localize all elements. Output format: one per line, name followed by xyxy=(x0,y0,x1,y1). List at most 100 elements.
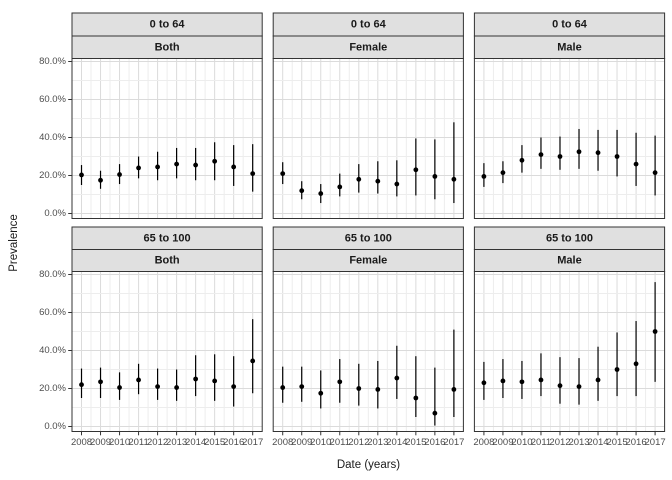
y-tick-label: 60.0% xyxy=(39,94,66,105)
point-estimate xyxy=(318,191,324,196)
point-estimate xyxy=(174,385,180,390)
point-estimate xyxy=(451,387,457,392)
point-estimate xyxy=(652,329,658,334)
point-estimate xyxy=(231,164,237,170)
x-tick-label: 2014 xyxy=(386,437,407,448)
point-estimate xyxy=(136,377,141,383)
point-estimate xyxy=(136,165,141,171)
point-estimate xyxy=(652,170,658,176)
x-tick-label: 2010 xyxy=(109,437,130,448)
panel-border xyxy=(272,271,464,432)
point-estimate xyxy=(538,152,544,158)
point-estimate xyxy=(356,386,362,391)
point-estimate xyxy=(595,150,601,156)
x-tick-label: 2015 xyxy=(405,437,426,448)
x-tick-label: 2010 xyxy=(310,437,331,448)
facet-strip-sex-label: Female xyxy=(349,41,387,53)
point-estimate xyxy=(576,149,582,155)
point-estimate xyxy=(394,375,400,381)
point-estimate xyxy=(337,184,343,190)
x-tick-label: 2016 xyxy=(625,437,646,448)
point-estimate xyxy=(174,161,180,167)
x-tick-label: 2013 xyxy=(166,437,187,448)
point-estimate xyxy=(481,174,487,179)
point-estimate xyxy=(231,384,237,389)
point-estimate xyxy=(117,385,122,390)
x-tick-label: 2016 xyxy=(223,437,244,448)
facet-strip-age-label: 65 to 100 xyxy=(345,232,392,244)
point-estimate xyxy=(519,379,525,385)
panel-border xyxy=(272,58,464,219)
x-tick-label: 2015 xyxy=(204,437,225,448)
x-tick-label: 2009 xyxy=(492,437,513,448)
y-tick-label: 20.0% xyxy=(39,170,66,181)
y-tick-label: 0.0% xyxy=(44,208,66,219)
point-estimate xyxy=(595,377,601,383)
point-estimate xyxy=(212,378,218,384)
y-axis-title: Prevalence xyxy=(8,214,20,272)
facet-strip-age-label: 0 to 64 xyxy=(351,19,387,31)
point-estimate xyxy=(413,167,419,173)
point-estimate xyxy=(155,384,160,389)
x-tick-label: 2017 xyxy=(242,437,263,448)
x-tick-label: 2013 xyxy=(568,437,589,448)
facet-strip-age-label: 65 to 100 xyxy=(144,232,191,244)
point-estimate xyxy=(633,161,639,167)
x-tick-label: 2009 xyxy=(291,437,312,448)
x-tick-label: 2014 xyxy=(587,437,608,448)
point-estimate xyxy=(250,171,256,177)
x-tick-label: 2008 xyxy=(272,437,293,448)
point-estimate xyxy=(280,171,286,177)
point-estimate xyxy=(280,385,286,390)
point-estimate xyxy=(614,154,620,159)
x-tick-label: 2017 xyxy=(645,437,666,448)
point-estimate xyxy=(79,172,84,178)
x-tick-label: 2011 xyxy=(128,437,148,448)
x-tick-label: 2011 xyxy=(531,437,551,448)
point-estimate xyxy=(576,384,582,389)
x-tick-label: 2014 xyxy=(185,437,206,448)
point-estimate xyxy=(633,361,639,367)
point-estimate xyxy=(193,162,199,168)
point-estimate xyxy=(375,387,381,392)
y-tick-label: 0.0% xyxy=(44,421,66,432)
panel-border xyxy=(473,271,666,432)
point-estimate xyxy=(413,395,419,401)
point-estimate xyxy=(193,376,199,382)
x-tick-label: 2009 xyxy=(90,437,111,448)
x-tick-label: 2008 xyxy=(71,437,92,448)
panel-border xyxy=(71,271,263,432)
panel-border xyxy=(71,58,263,219)
x-tick-label: 2012 xyxy=(348,437,369,448)
point-estimate xyxy=(212,158,218,164)
facet-strip-age-label: 65 to 100 xyxy=(546,232,593,244)
point-estimate xyxy=(356,176,362,182)
point-estimate xyxy=(318,390,324,396)
x-tick-label: 2012 xyxy=(549,437,570,448)
point-estimate xyxy=(98,177,103,183)
point-estimate xyxy=(481,380,487,386)
x-axis-title: Date (years) xyxy=(336,459,401,471)
y-tick-label: 40.0% xyxy=(39,345,66,356)
point-estimate xyxy=(394,181,400,187)
facet-strip-sex-label: Both xyxy=(155,41,180,53)
y-tick-label: 80.0% xyxy=(39,269,66,280)
y-tick-label: 60.0% xyxy=(39,307,66,318)
facet-strip-sex-label: Male xyxy=(557,255,581,267)
facet-strip-age-label: 0 to 64 xyxy=(552,19,588,31)
point-estimate xyxy=(614,367,620,372)
point-estimate xyxy=(500,378,506,384)
point-estimate xyxy=(557,383,563,389)
point-estimate xyxy=(299,384,305,389)
point-estimate xyxy=(375,178,381,184)
point-estimate xyxy=(250,358,256,364)
y-tick-label: 20.0% xyxy=(39,383,66,394)
facet-strip-sex-label: Female xyxy=(349,255,387,267)
point-estimate xyxy=(432,174,438,179)
x-tick-label: 2013 xyxy=(367,437,388,448)
panel-border xyxy=(473,58,666,219)
point-estimate xyxy=(117,172,122,177)
point-estimate xyxy=(98,379,103,385)
